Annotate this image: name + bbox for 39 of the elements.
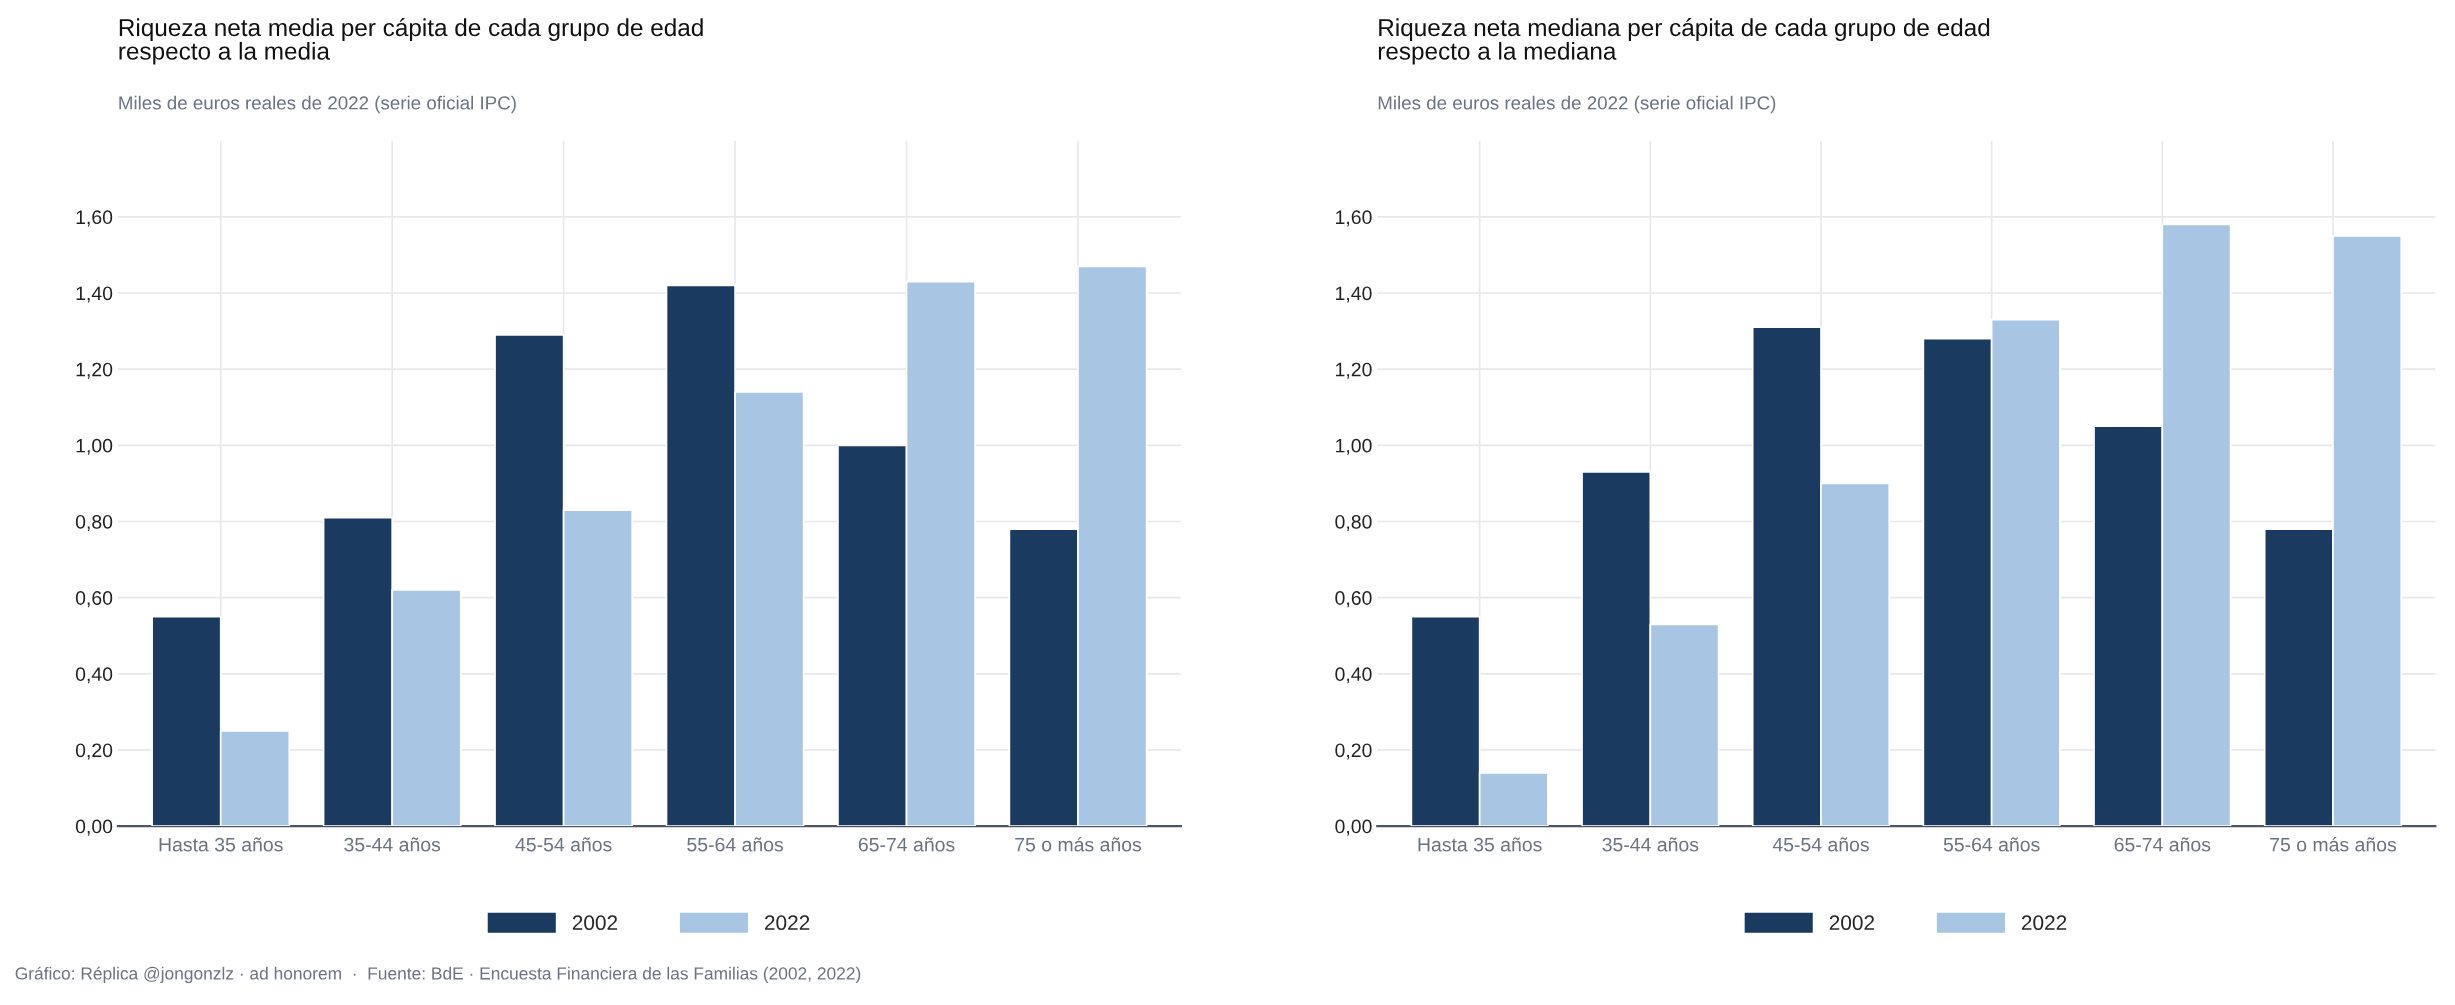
y-tick-label: 1,60 xyxy=(76,210,113,227)
y-tick-label: 0,80 xyxy=(1335,514,1372,532)
x-tick-label: Hasta 35 años xyxy=(1418,837,1542,852)
y-tick-label: 1,00 xyxy=(1336,438,1372,455)
y-tick-label: 0,00 xyxy=(75,819,113,836)
x-tick-label: 45-54 años xyxy=(1772,837,1869,852)
text: Gráfico: Réplica @jongonzlz · ad honorem · Fuente: BdE · Encuesta Financiera de las Familias (2002, 2022) xyxy=(15,966,861,984)
x-tick-label: 75 o más años xyxy=(2270,836,2397,852)
x-tick-label: 35-44 años xyxy=(1602,837,1699,852)
x-tick-label: 35-44 años xyxy=(344,837,441,852)
chart-subtitle: Miles de euros reales de 2022 (serie oficial IPC) xyxy=(119,95,516,114)
chart-title: Riqueza neta media per cápita de cada grupo de edad respecto a la media xyxy=(119,18,703,65)
y-tick-label: 1,40 xyxy=(1336,286,1372,303)
legend-label: 2002 xyxy=(1829,915,1875,931)
x-tick-label: 45-54 años xyxy=(515,837,612,852)
y-tick-label: 0,00 xyxy=(1335,819,1372,836)
y-tick-label: 1,00 xyxy=(76,438,113,455)
legend-label: 2022 xyxy=(2021,915,2067,931)
x-tick-label: 65-74 años xyxy=(858,837,955,852)
chart-title: Riqueza neta mediana per cápita de cada grupo de edad respecto a la mediana xyxy=(1378,18,1990,65)
chart-subtitle: Miles de euros reales de 2022 (serie oficial IPC) xyxy=(1378,95,1776,114)
x-tick-label: 55-64 años xyxy=(1943,837,2040,852)
legend-label: 2002 xyxy=(572,915,618,931)
x-tick-label: Hasta 35 años xyxy=(159,837,283,852)
y-tick-label: 0,40 xyxy=(1335,667,1372,684)
x-tick-label: 55-64 años xyxy=(687,837,784,852)
x-tick-label: 75 o más años xyxy=(1015,836,1142,852)
y-tick-label: 0,60 xyxy=(1335,591,1372,608)
legend-label: 2022 xyxy=(764,915,810,931)
y-tick-label: 0,60 xyxy=(75,591,113,608)
y-tick-label: 1,20 xyxy=(1336,362,1372,379)
y-tick-label: 1,60 xyxy=(1336,210,1372,227)
x-tick-label: 65-74 años xyxy=(2114,837,2211,852)
y-tick-label: 0,80 xyxy=(75,514,113,532)
y-tick-label: 0,20 xyxy=(1335,743,1372,760)
y-tick-label: 0,20 xyxy=(75,743,113,760)
y-tick-label: 0,40 xyxy=(75,667,113,684)
y-tick-label: 1,40 xyxy=(76,286,113,303)
y-tick-label: 1,20 xyxy=(76,362,113,379)
